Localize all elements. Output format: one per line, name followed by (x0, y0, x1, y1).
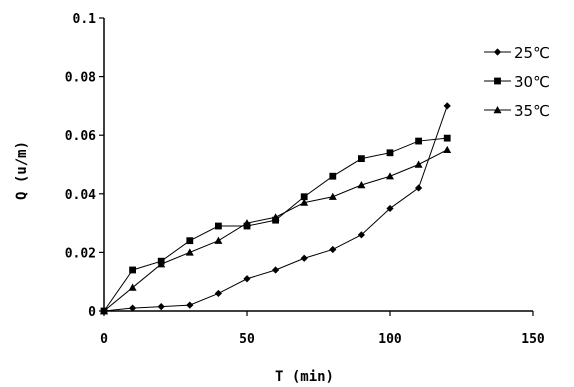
series-line (103, 137, 448, 312)
series-square (100, 134, 451, 315)
data-point (215, 222, 222, 230)
legend-marker (493, 48, 502, 56)
y-tick-label: 0.08 (65, 71, 96, 86)
data-point (329, 172, 337, 180)
data-point (214, 236, 223, 244)
data-point (271, 213, 280, 221)
series-triangle (100, 145, 452, 315)
chart-ticks: 0 0.02 0.04 0.06 0.08 0.1 0 50 100 150 (65, 12, 545, 347)
chart-legend: 25℃ 30℃ 35℃ (484, 44, 550, 120)
data-point (443, 134, 451, 142)
data-point (328, 192, 337, 200)
data-point (186, 301, 194, 309)
data-point (358, 155, 365, 163)
legend-entry: 30℃ (484, 73, 550, 91)
legend-entry: 35℃ (484, 102, 550, 120)
chart-axes (103, 18, 533, 312)
y-axis-title: Q (u/m) (14, 141, 30, 200)
y-tick-label: 0.06 (65, 129, 96, 144)
series-diamond (100, 102, 451, 315)
data-point (386, 204, 394, 213)
data-point (329, 245, 337, 254)
x-tick-label: 50 (239, 332, 255, 347)
x-axis-title: T (min) (275, 369, 334, 385)
chart-series (100, 102, 452, 315)
data-point (300, 254, 308, 262)
x-tick-label: 0 (100, 332, 108, 347)
x-tick-label: 100 (378, 332, 402, 347)
legend-marker (494, 77, 501, 85)
series-line (103, 105, 448, 312)
data-point (415, 137, 422, 145)
y-tick-label: 0.04 (65, 188, 96, 203)
data-point (128, 283, 137, 291)
data-point (243, 275, 251, 283)
series-line (103, 149, 448, 312)
data-point (300, 198, 309, 206)
data-point (214, 289, 222, 298)
data-point (157, 260, 166, 268)
data-point (300, 193, 308, 201)
legend-label: 25℃ (514, 44, 550, 62)
legend-entry: 25℃ (484, 44, 550, 62)
data-point (443, 102, 451, 110)
data-point (186, 237, 194, 245)
legend-marker (493, 106, 502, 114)
data-point (386, 149, 394, 157)
y-tick-label: 0 (88, 305, 96, 320)
data-point (443, 145, 452, 154)
data-point (243, 219, 251, 227)
legend-label: 30℃ (514, 73, 550, 91)
data-point (185, 248, 194, 256)
data-point (129, 266, 136, 274)
data-point (357, 231, 365, 239)
x-tick-label: 150 (521, 332, 545, 347)
y-tick-label: 0.02 (65, 246, 96, 261)
y-tick-label: 0.1 (73, 12, 97, 27)
legend-label: 35℃ (514, 102, 550, 120)
data-point (129, 304, 137, 312)
data-point (386, 172, 394, 180)
data-point (414, 160, 423, 168)
data-point (157, 303, 165, 311)
data-point (272, 266, 280, 274)
data-point (100, 307, 108, 315)
data-point (357, 181, 366, 189)
data-point (415, 184, 423, 192)
